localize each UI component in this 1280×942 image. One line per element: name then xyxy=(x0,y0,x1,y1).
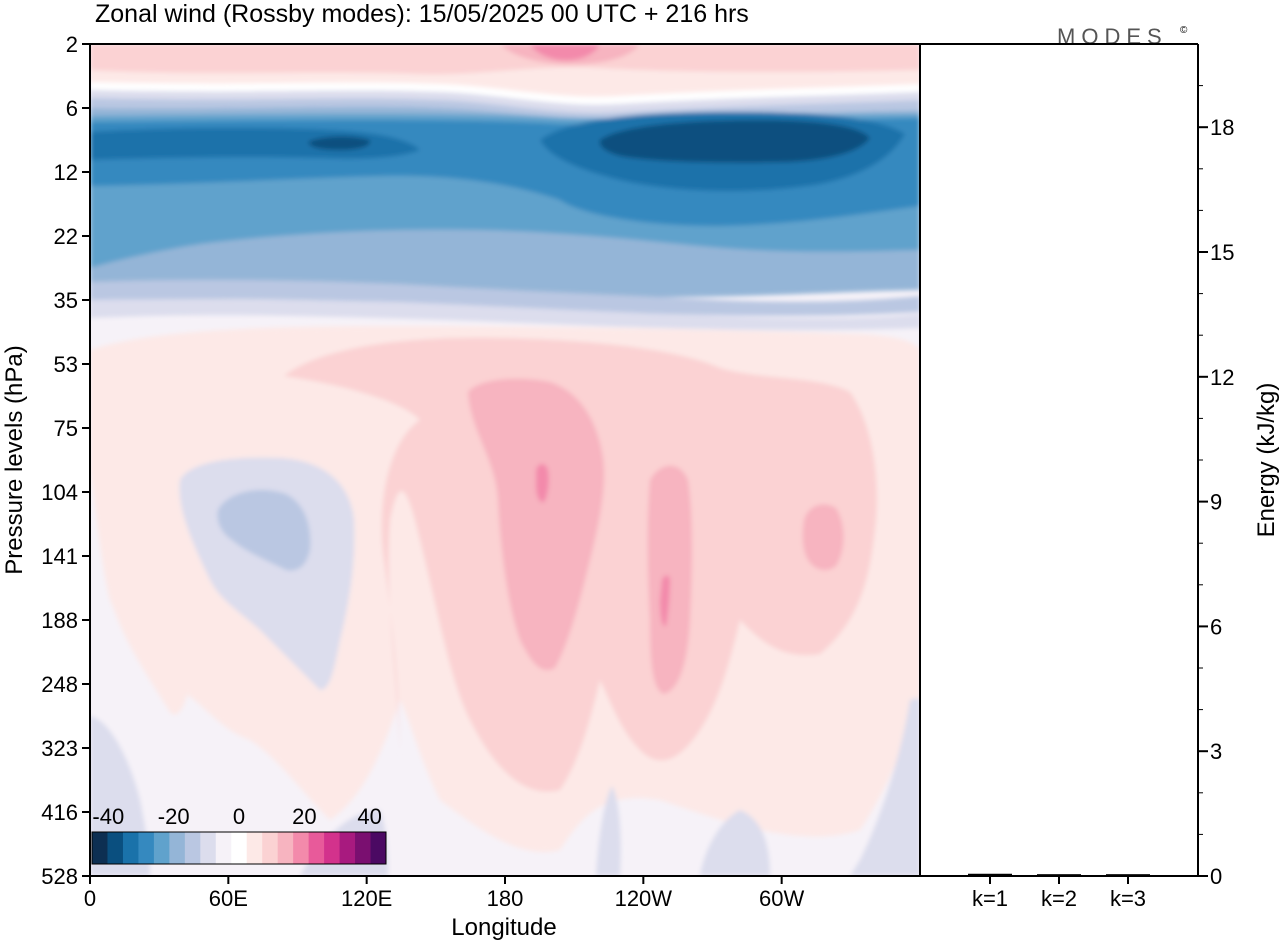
energy-x-tick-label: k=1 xyxy=(972,886,1008,911)
colorbar-cell xyxy=(370,832,387,864)
y-tick-label: 416 xyxy=(41,800,78,825)
y-tick-label: 12 xyxy=(54,160,78,185)
energy-axis-label: Energy (kJ/kg) xyxy=(1253,383,1280,538)
energy-y-tick-label: 9 xyxy=(1210,490,1222,515)
energy-bar xyxy=(1106,874,1150,876)
energy-y-ticks: 0 3 6 9 12 15 18 xyxy=(1198,85,1234,889)
energy-bars xyxy=(968,873,1150,876)
colorbar-label: -40 xyxy=(92,804,124,829)
colorbar-cell xyxy=(262,832,279,864)
colorbar-labels: -40 -20 0 20 40 xyxy=(92,804,381,829)
energy-x-tick-label: k=3 xyxy=(1110,886,1146,911)
tropo-pink-max1 xyxy=(536,464,549,503)
colorbar-label: 20 xyxy=(292,804,316,829)
colorbar-frame xyxy=(91,831,387,865)
colorbar-cell xyxy=(184,832,201,864)
logo-text: MODES xyxy=(1057,24,1168,49)
tropo-pink-lobe1 xyxy=(468,378,605,671)
heatmap-layers xyxy=(90,44,920,876)
colorbar: -40 -20 0 20 40 xyxy=(91,804,387,865)
colorbar-cell xyxy=(293,832,310,864)
band-easterly-max xyxy=(599,120,870,163)
tropo-pink-max2 xyxy=(660,575,670,627)
y-tick-label: 2 xyxy=(66,32,78,57)
y-tick-label: 6 xyxy=(66,96,78,121)
y-tick-label: 141 xyxy=(41,544,78,569)
band-easterly-core2 xyxy=(90,127,420,160)
band-upper-pink5 xyxy=(760,44,900,52)
tropo-pink-lobe3 xyxy=(802,504,844,571)
colorbar-cell xyxy=(355,832,372,864)
colorbar-cell xyxy=(169,832,186,864)
logo-mark: © xyxy=(1180,25,1188,36)
energy-x-ticks: k=1 k=2 k=3 xyxy=(972,876,1146,911)
y-tick-label: 528 xyxy=(41,864,78,889)
tropo-lav-core xyxy=(217,489,311,571)
y-tick-label: 75 xyxy=(54,416,78,441)
modes-logo: MODES © xyxy=(1057,24,1188,49)
y-axis-label: Pressure levels (hPa) xyxy=(1,345,28,574)
chart-title: Zonal wind (Rossby modes): 15/05/2025 00… xyxy=(95,0,749,28)
energy-y-tick-label: 15 xyxy=(1210,240,1234,265)
y-tick-label: 248 xyxy=(41,672,78,697)
energy-y-tick-label: 3 xyxy=(1210,739,1222,764)
y-tick-label: 53 xyxy=(54,352,78,377)
x-tick-label: 60E xyxy=(209,886,248,911)
band-white xyxy=(90,82,920,105)
lower-lav3 xyxy=(850,698,920,876)
colorbar-label: -20 xyxy=(158,804,190,829)
colorbar-label: 40 xyxy=(357,804,381,829)
lower-lav2 xyxy=(700,810,770,876)
x-tick-label: 120W xyxy=(615,886,673,911)
energy-bar xyxy=(1037,874,1081,876)
y-tick-label: 188 xyxy=(41,608,78,633)
x-axis-label: Longitude xyxy=(451,914,556,941)
colorbar-cell xyxy=(324,832,341,864)
energy-panel: 0 3 6 9 12 15 18 k=1 k=2 k=3 Energy (kJ/kg) xyxy=(920,43,1280,911)
band-lav-lower1 xyxy=(90,279,920,316)
y-tick-label: 22 xyxy=(54,224,78,249)
y-tick-label: 104 xyxy=(41,480,78,505)
x-ticks: 0 60E 120E 180 120W 60W xyxy=(84,876,805,911)
y-tick-label: 35 xyxy=(54,288,78,313)
tropo-pink-small1 xyxy=(107,535,194,715)
band-upper-pink2 xyxy=(90,44,920,75)
lower-lav4 xyxy=(596,786,621,876)
colorbar-cell xyxy=(246,832,263,864)
colorbar-cell xyxy=(200,832,217,864)
x-tick-label: 0 xyxy=(84,886,96,911)
energy-y-tick-label: 18 xyxy=(1210,115,1234,140)
energy-bar xyxy=(968,873,1012,876)
x-tick-label: 180 xyxy=(487,886,524,911)
y-tick-label: 323 xyxy=(41,736,78,761)
colorbar-cell xyxy=(339,832,356,864)
colorbar-label: 0 xyxy=(233,804,245,829)
colorbar-cell xyxy=(138,832,155,864)
band-easterly-max2 xyxy=(308,136,371,150)
energy-y-tick-label: 6 xyxy=(1210,614,1222,639)
energy-y-tick-label: 0 xyxy=(1210,864,1222,889)
band-lav1 xyxy=(90,90,920,113)
y-ticks: 2 6 12 22 35 53 75 104 141 188 248 323 416 528 xyxy=(41,32,90,889)
colorbar-cell xyxy=(153,832,170,864)
energy-y-tick-label: 12 xyxy=(1210,365,1234,390)
colorbar-cell xyxy=(308,832,325,864)
band-upper-pink4 xyxy=(530,44,600,61)
colorbar-cell xyxy=(231,832,248,864)
energy-x-tick-label: k=2 xyxy=(1041,886,1077,911)
x-tick-label: 120E xyxy=(341,886,392,911)
colorbar-cell xyxy=(215,832,232,864)
colorbar-cell xyxy=(92,832,108,864)
colorbar-cell xyxy=(107,832,124,864)
colorbar-cells xyxy=(92,832,387,864)
colorbar-cell xyxy=(122,832,139,864)
x-tick-label: 60W xyxy=(759,886,804,911)
heatmap xyxy=(90,44,920,876)
colorbar-cell xyxy=(277,832,294,864)
band-lav-lower2 xyxy=(90,299,920,331)
